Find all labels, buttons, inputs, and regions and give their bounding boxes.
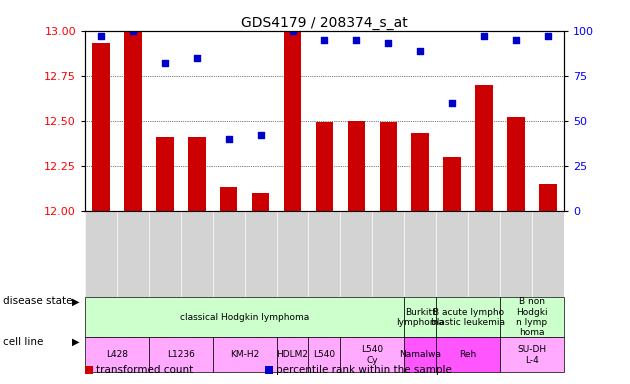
Bar (316, 122, 333, 210)
Bar (379, 122, 397, 210)
Text: SU-DH
L-4: SU-DH L-4 (517, 345, 546, 364)
Bar (500, 297, 564, 337)
Text: B acute lympho
blastic leukemia: B acute lympho blastic leukemia (431, 308, 505, 327)
Bar (340, 337, 404, 372)
Bar (220, 187, 238, 210)
Text: L540: L540 (313, 350, 336, 359)
Point (352, 36, 362, 43)
Bar (507, 117, 525, 210)
Bar (500, 337, 564, 372)
Bar (277, 337, 309, 372)
Text: Reh: Reh (459, 350, 477, 359)
Point (96, 33, 106, 39)
Bar (124, 31, 142, 210)
Point (415, 48, 425, 54)
Bar (539, 184, 557, 210)
Text: transformed count: transformed count (96, 365, 193, 375)
Bar (475, 85, 493, 210)
Text: KM-H2: KM-H2 (230, 350, 260, 359)
Bar (444, 157, 461, 210)
Point (224, 136, 234, 142)
Point (287, 28, 297, 34)
Point (128, 28, 138, 34)
Point (511, 36, 521, 43)
Bar (149, 337, 213, 372)
Bar (411, 133, 429, 210)
Point (319, 36, 329, 43)
Title: GDS4179 / 208374_s_at: GDS4179 / 208374_s_at (241, 16, 408, 30)
Text: ▶: ▶ (72, 337, 80, 347)
Bar (348, 121, 365, 210)
Bar (309, 337, 340, 372)
Bar (85, 297, 404, 337)
Text: B non
Hodgki
n lymp
homa: B non Hodgki n lymp homa (516, 297, 547, 337)
Bar (85, 337, 149, 372)
Bar (188, 137, 205, 210)
Text: percentile rank within the sample: percentile rank within the sample (276, 365, 452, 375)
Text: L428: L428 (106, 350, 128, 359)
Bar (92, 43, 110, 210)
Point (543, 33, 553, 39)
Text: disease state: disease state (3, 296, 72, 306)
Point (192, 55, 202, 61)
Bar (404, 297, 436, 337)
Text: Namalwa: Namalwa (399, 350, 441, 359)
Bar (213, 337, 277, 372)
Text: L1236: L1236 (167, 350, 195, 359)
Point (479, 33, 489, 39)
Text: ▶: ▶ (72, 296, 80, 306)
Bar (436, 297, 500, 337)
Point (383, 40, 393, 46)
Point (256, 132, 266, 138)
Point (160, 60, 170, 66)
Text: HDLM2: HDLM2 (277, 350, 309, 359)
Point (447, 99, 457, 106)
Bar (404, 337, 436, 372)
Text: Burkitt
lymphoma: Burkitt lymphoma (396, 308, 444, 327)
Bar (436, 337, 500, 372)
Text: cell line: cell line (3, 337, 43, 347)
Bar (252, 193, 270, 210)
Bar (284, 31, 301, 210)
Bar (156, 137, 174, 210)
Text: classical Hodgkin lymphoma: classical Hodgkin lymphoma (180, 313, 309, 322)
Text: L540
Cy: L540 Cy (361, 345, 384, 364)
